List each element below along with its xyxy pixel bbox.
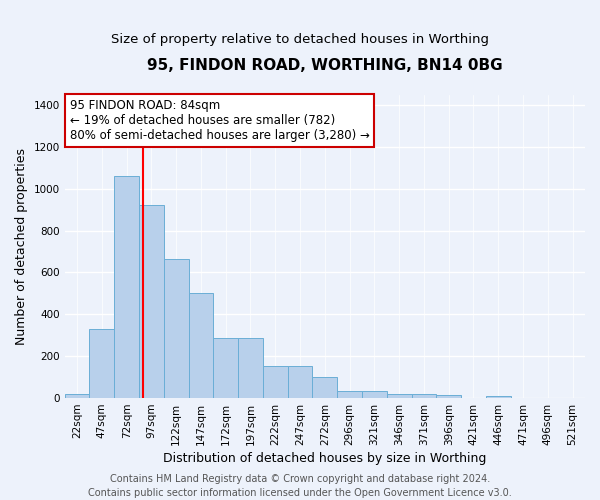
Bar bbox=[436, 395, 461, 398]
Title: 95, FINDON ROAD, WORTHING, BN14 0BG: 95, FINDON ROAD, WORTHING, BN14 0BG bbox=[147, 58, 503, 72]
Bar bbox=[238, 338, 263, 398]
Bar bbox=[65, 394, 89, 398]
Bar bbox=[362, 390, 387, 398]
Bar bbox=[337, 390, 362, 398]
Y-axis label: Number of detached properties: Number of detached properties bbox=[15, 148, 28, 345]
Bar bbox=[313, 377, 337, 398]
Bar bbox=[188, 294, 214, 398]
Bar bbox=[139, 206, 164, 398]
Text: Size of property relative to detached houses in Worthing: Size of property relative to detached ho… bbox=[111, 32, 489, 46]
Bar bbox=[486, 396, 511, 398]
Bar bbox=[263, 366, 287, 398]
Bar bbox=[412, 394, 436, 398]
Bar bbox=[287, 366, 313, 398]
Bar bbox=[114, 176, 139, 398]
Bar bbox=[387, 394, 412, 398]
X-axis label: Distribution of detached houses by size in Worthing: Distribution of detached houses by size … bbox=[163, 452, 487, 465]
Text: Contains HM Land Registry data © Crown copyright and database right 2024.
Contai: Contains HM Land Registry data © Crown c… bbox=[88, 474, 512, 498]
Bar bbox=[214, 338, 238, 398]
Bar bbox=[89, 329, 114, 398]
Bar bbox=[164, 259, 188, 398]
Text: 95 FINDON ROAD: 84sqm
← 19% of detached houses are smaller (782)
80% of semi-det: 95 FINDON ROAD: 84sqm ← 19% of detached … bbox=[70, 99, 370, 142]
